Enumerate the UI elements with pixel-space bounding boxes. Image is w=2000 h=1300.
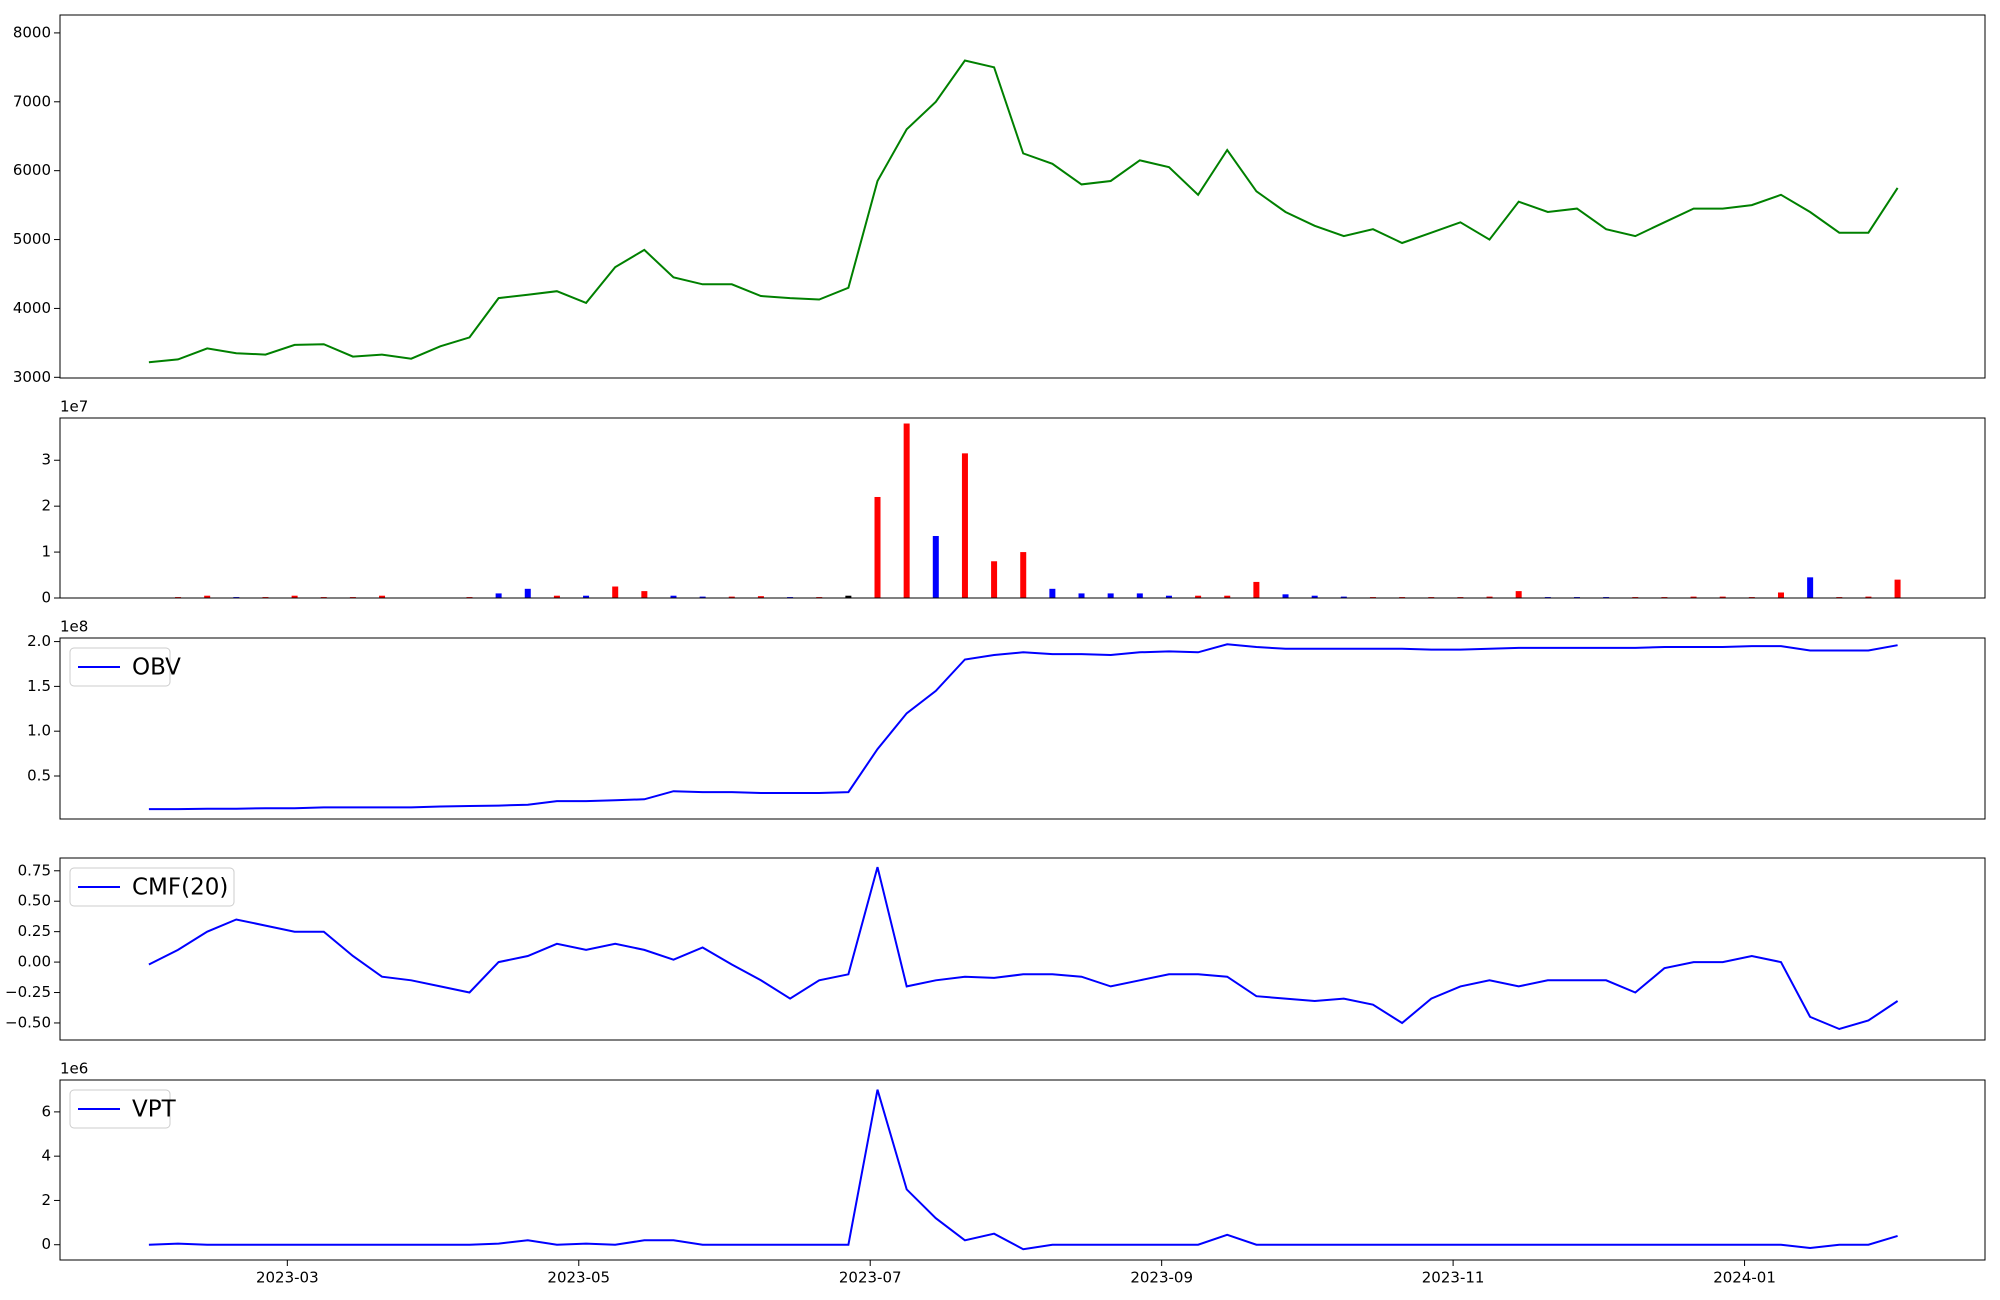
bar xyxy=(1486,596,1493,598)
bar xyxy=(524,588,531,598)
x-tick-label: 2023-07 xyxy=(839,1269,902,1287)
bar xyxy=(495,593,502,598)
bar xyxy=(1107,593,1114,598)
bar xyxy=(845,595,852,598)
axes-frame xyxy=(59,857,1986,1041)
y-tick-label: 5000 xyxy=(13,230,51,248)
y-tick-label: 0.50 xyxy=(18,892,51,910)
legend-label: VPT xyxy=(132,1097,177,1123)
bar xyxy=(1165,595,1172,598)
bar xyxy=(1719,596,1726,598)
bar xyxy=(553,595,560,598)
legend-label: CMF(20) xyxy=(132,875,228,901)
y-tick-label: 2 xyxy=(41,497,51,515)
bar xyxy=(1894,579,1901,598)
bar xyxy=(1136,593,1143,598)
y-tick-label: 7000 xyxy=(13,92,51,110)
y-tick-label: 8000 xyxy=(13,23,51,41)
bar xyxy=(1078,593,1085,598)
bar xyxy=(670,595,677,598)
y-tick-label: 2.0 xyxy=(27,632,51,650)
bar xyxy=(1049,588,1056,598)
y-tick-label: 1 xyxy=(41,543,51,561)
bar xyxy=(379,595,386,598)
x-tick-label: 2023-09 xyxy=(1130,1269,1193,1287)
axes-frame xyxy=(59,14,1986,379)
bar xyxy=(699,596,706,598)
x-tick-label: 2023-11 xyxy=(1422,1269,1485,1287)
bar xyxy=(1777,592,1784,598)
bar xyxy=(903,423,910,598)
bar xyxy=(1515,591,1522,598)
line xyxy=(148,643,1898,811)
y-tick-label: 6 xyxy=(41,1102,51,1120)
axis-offset: 1e6 xyxy=(60,1060,88,1078)
line xyxy=(148,59,1899,364)
y-tick-label: 0.25 xyxy=(18,922,51,940)
bar xyxy=(1195,595,1202,598)
y-tick-label: 0.00 xyxy=(18,953,51,971)
bar xyxy=(1020,552,1027,598)
line xyxy=(148,1089,1898,1251)
y-tick-label: 0.75 xyxy=(18,861,51,879)
bar xyxy=(874,496,881,598)
bar xyxy=(1807,577,1814,598)
axes-frame xyxy=(59,417,1986,599)
y-tick-label: 2 xyxy=(41,1191,51,1209)
bar xyxy=(757,596,764,598)
bar xyxy=(1690,596,1697,598)
y-tick-label: 1.5 xyxy=(27,677,51,695)
line xyxy=(148,866,1899,1031)
axis-offset: 1e8 xyxy=(60,618,88,636)
legend-label: OBV xyxy=(132,655,181,681)
bar xyxy=(204,595,211,598)
y-tick-label: 4000 xyxy=(13,299,51,317)
legend-box xyxy=(69,867,235,907)
bar xyxy=(1282,594,1289,598)
y-tick-label: 6000 xyxy=(13,161,51,179)
y-tick-label: −0.50 xyxy=(5,1013,51,1031)
x-tick-label: 2023-03 xyxy=(256,1269,319,1287)
bar xyxy=(1253,581,1260,598)
axis-offset: 1e7 xyxy=(60,398,88,416)
bar xyxy=(932,536,939,598)
bar xyxy=(641,591,648,598)
y-tick-label: 4 xyxy=(41,1147,51,1165)
x-tick-label: 2023-05 xyxy=(547,1269,610,1287)
bar xyxy=(612,586,619,598)
y-tick-label: 0 xyxy=(41,1235,51,1253)
bar xyxy=(583,595,590,598)
bar xyxy=(1865,596,1872,598)
bar xyxy=(1311,595,1318,598)
axes-frame xyxy=(59,637,1986,820)
x-tick-label: 2024-01 xyxy=(1713,1269,1776,1287)
bar xyxy=(961,453,968,598)
y-tick-label: 1.0 xyxy=(27,722,51,740)
y-tick-label: 3000 xyxy=(13,368,51,386)
y-tick-label: 0 xyxy=(41,589,51,607)
bar xyxy=(1340,596,1347,598)
y-tick-label: 0.5 xyxy=(27,766,51,784)
bar xyxy=(728,596,735,598)
bar xyxy=(1224,595,1231,598)
bar xyxy=(991,561,998,598)
axes-frame xyxy=(59,1079,1986,1261)
bar xyxy=(291,595,298,598)
y-tick-label: −0.25 xyxy=(5,983,51,1001)
y-tick-label: 3 xyxy=(41,451,51,469)
